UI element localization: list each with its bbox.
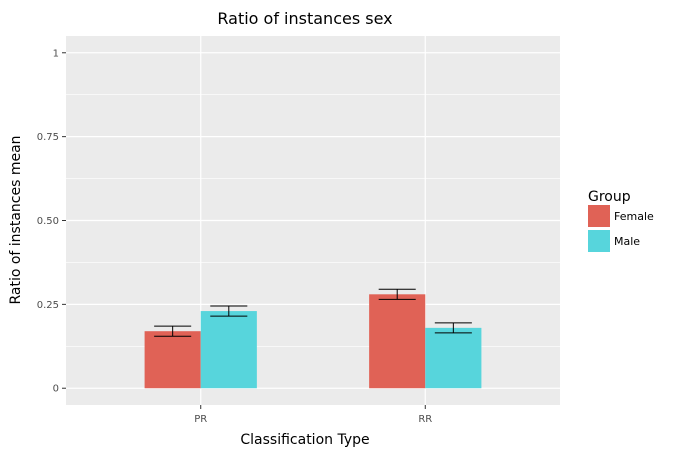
error-bar [210,305,248,317]
y-axis-ticks: 0 0.25 0.50 0.75 1 [37,48,66,395]
x-axis-title: Classification Type [240,432,369,448]
y-tick-label: 0 [53,384,59,395]
error-bars [154,288,472,337]
x-tick-label: RR [418,414,432,425]
bar-male-rr [425,327,482,389]
bar-male-pr [200,311,257,389]
y-tick-label: 0.50 [37,216,59,227]
legend: Group Female Male [588,189,654,252]
error-bar [154,325,192,337]
legend-label-male: Male [614,235,640,248]
bar-female-pr [144,331,201,389]
legend-items: Female Male [588,205,654,252]
legend-label-female: Female [614,210,654,223]
chart-title: Ratio of instances sex [217,9,392,28]
legend-swatch-female [588,205,610,227]
legend-swatch-male [588,230,610,252]
bars [144,294,482,389]
y-tick-label: 0.25 [37,300,59,311]
y-tick-label: 0.75 [37,132,59,143]
legend-title: Group [588,189,631,205]
error-bar [378,288,416,300]
y-axis-title: Ratio of instances mean [8,135,24,304]
x-tick-label: PR [194,414,207,425]
x-axis-ticks: PR RR [194,405,432,425]
error-bar [434,322,472,334]
bar-female-rr [369,294,426,389]
y-tick-label: 1 [53,48,59,59]
